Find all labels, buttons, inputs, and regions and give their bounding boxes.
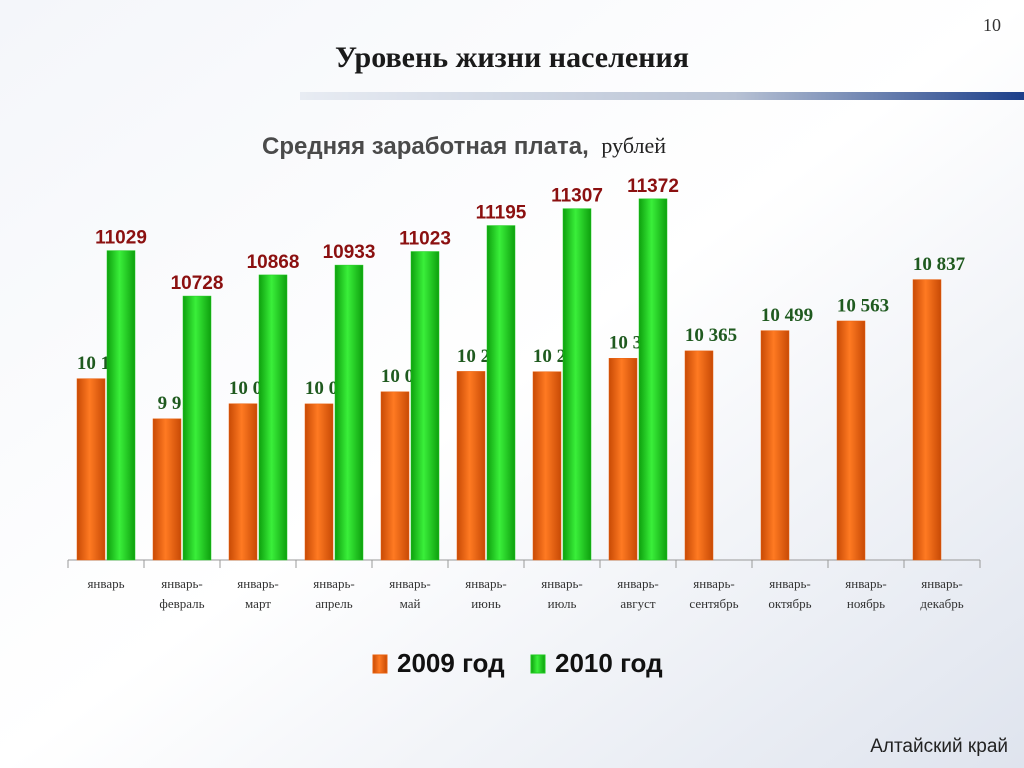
x-tick-label-line: июль bbox=[548, 596, 577, 611]
bar bbox=[608, 358, 638, 561]
bar bbox=[258, 274, 288, 561]
value-label: 10 837 bbox=[913, 254, 966, 275]
x-tick-label-line: январь- bbox=[389, 576, 430, 591]
x-tick-label-line: январь- bbox=[845, 576, 886, 591]
legend-label: 2009 год bbox=[397, 648, 505, 678]
slide-title: Уровень жизни населения bbox=[335, 41, 689, 74]
value-label: 11372 bbox=[627, 176, 679, 197]
x-tick-label: январь-июль bbox=[541, 576, 582, 611]
x-tick-label-line: январь- bbox=[237, 576, 278, 591]
x-tick-label-line: апрель bbox=[315, 596, 352, 611]
x-tick-label: январь-февраль bbox=[159, 576, 204, 611]
x-tick-label-line: январь- bbox=[541, 576, 582, 591]
x-tick-label-line: август bbox=[620, 596, 656, 611]
x-tick-label-line: январь bbox=[87, 576, 124, 591]
bar bbox=[486, 225, 516, 561]
bar bbox=[562, 208, 592, 561]
x-tick-label: январь-март bbox=[237, 576, 278, 611]
x-tick-label: январь-июнь bbox=[465, 576, 506, 611]
x-tick-label-line: октябрь bbox=[768, 596, 811, 611]
x-tick-label-line: ноябрь bbox=[847, 596, 885, 611]
value-label: 11307 bbox=[551, 186, 603, 207]
x-tick-label: январь-сентябрь bbox=[689, 576, 738, 611]
x-tick-label: январь-апрель bbox=[313, 576, 354, 611]
header-band bbox=[300, 92, 1024, 100]
value-label: 11029 bbox=[95, 228, 147, 249]
bar bbox=[106, 250, 136, 561]
x-tick-label-line: февраль bbox=[159, 596, 204, 611]
x-tick-label: январь-ноябрь bbox=[845, 576, 886, 611]
bar bbox=[380, 391, 410, 561]
bar bbox=[334, 264, 364, 561]
bar bbox=[152, 418, 182, 561]
bar bbox=[76, 378, 106, 561]
bar bbox=[304, 403, 334, 561]
x-tick-label-line: июнь bbox=[471, 596, 501, 611]
bar bbox=[684, 350, 714, 561]
value-label: 10728 bbox=[171, 273, 224, 294]
x-tick-label-line: январь- bbox=[921, 576, 962, 591]
x-tick-label: январь-октябрь bbox=[768, 576, 811, 611]
legend-swatch bbox=[530, 654, 546, 674]
x-tick-label-line: март bbox=[245, 596, 271, 611]
value-label: 10 365 bbox=[685, 325, 737, 346]
x-tick-label-line: сентябрь bbox=[689, 596, 738, 611]
x-tick-label: январь-декабрь bbox=[920, 576, 963, 611]
x-tick-label-line: январь- bbox=[617, 576, 658, 591]
value-label: 10 499 bbox=[761, 305, 813, 326]
x-tick-label-line: январь- bbox=[161, 576, 202, 591]
x-tick-label-line: январь- bbox=[313, 576, 354, 591]
value-label: 11195 bbox=[476, 203, 527, 224]
x-tick-label: январь bbox=[87, 576, 124, 591]
chart-heading: Средняя заработная плата, рублей bbox=[262, 133, 666, 160]
bar bbox=[638, 198, 668, 561]
legend-label: 2010 год bbox=[555, 648, 663, 678]
x-tick-label-line: май bbox=[400, 596, 421, 611]
value-label: 10933 bbox=[323, 242, 376, 263]
bar bbox=[912, 279, 942, 561]
bar bbox=[760, 330, 790, 561]
bar bbox=[532, 371, 562, 561]
value-label: 10 563 bbox=[837, 295, 889, 316]
x-tick-label-line: январь- bbox=[693, 576, 734, 591]
x-tick-label-line: январь- bbox=[769, 576, 810, 591]
bar bbox=[410, 251, 440, 561]
page-number: 10 bbox=[983, 15, 1001, 35]
value-label: 10868 bbox=[247, 252, 300, 273]
bar bbox=[182, 295, 212, 561]
bar bbox=[836, 320, 866, 561]
chart-title: Средняя заработная плата, bbox=[262, 133, 589, 160]
x-tick-label: январь-август bbox=[617, 576, 658, 611]
bar bbox=[456, 371, 486, 561]
bar bbox=[228, 403, 258, 561]
x-tick-label: январь-май bbox=[389, 576, 430, 611]
x-tick-label-line: январь- bbox=[465, 576, 506, 591]
x-tick-label-line: декабрь bbox=[920, 596, 963, 611]
chart-subtitle: рублей bbox=[601, 133, 666, 158]
value-label: 11023 bbox=[399, 229, 451, 250]
footer: Алтайский край bbox=[870, 736, 1008, 757]
legend-swatch bbox=[372, 654, 388, 674]
